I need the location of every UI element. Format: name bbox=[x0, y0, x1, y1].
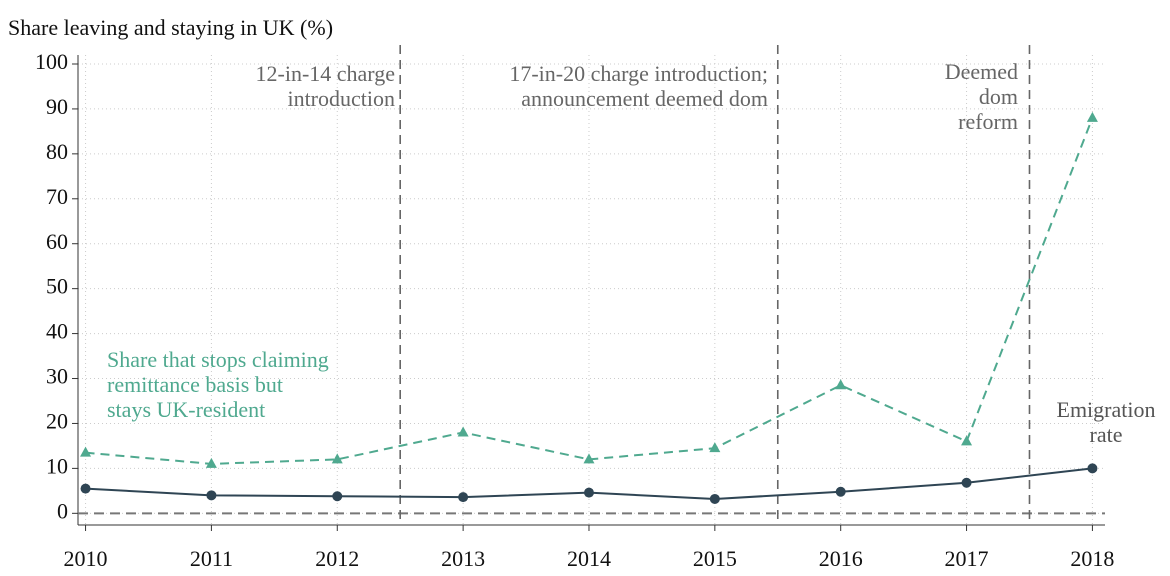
y-tick-label: 90 bbox=[46, 94, 68, 119]
y-tick-label: 40 bbox=[46, 319, 68, 344]
event-label: announcement deemed dom bbox=[521, 86, 768, 111]
y-tick-label: 30 bbox=[46, 364, 68, 389]
marker bbox=[583, 487, 594, 498]
event-label: Deemed bbox=[945, 59, 1018, 84]
marker bbox=[331, 453, 343, 464]
event-label: introduction bbox=[287, 86, 395, 111]
marker bbox=[835, 379, 847, 390]
marker bbox=[961, 477, 972, 488]
y-tick-label: 80 bbox=[46, 139, 68, 164]
y-tick-label: 50 bbox=[46, 274, 68, 299]
series-label: remittance basis but bbox=[107, 372, 283, 397]
marker bbox=[458, 492, 469, 503]
marker bbox=[1087, 463, 1098, 474]
series-label: Share that stops claiming bbox=[107, 347, 329, 372]
x-tick-label: 2012 bbox=[315, 546, 359, 571]
event-label: dom bbox=[979, 84, 1018, 109]
marker bbox=[709, 442, 721, 453]
x-tick-label: 2016 bbox=[819, 546, 863, 571]
marker bbox=[80, 483, 91, 494]
x-tick-label: 2018 bbox=[1070, 546, 1114, 571]
event-label: reform bbox=[958, 109, 1018, 134]
marker bbox=[583, 453, 595, 464]
marker bbox=[206, 490, 217, 501]
series-line bbox=[85, 117, 1094, 465]
y-tick-label: 100 bbox=[35, 49, 68, 74]
marker bbox=[709, 493, 720, 504]
chart-title: Share leaving and staying in UK (%) bbox=[8, 15, 333, 40]
x-tick-label: 2015 bbox=[693, 546, 737, 571]
series-label: rate bbox=[1090, 422, 1123, 447]
x-tick-label: 2013 bbox=[441, 546, 485, 571]
marker bbox=[205, 457, 217, 468]
marker bbox=[1086, 111, 1098, 122]
y-tick-label: 0 bbox=[57, 498, 68, 523]
y-tick-label: 10 bbox=[46, 453, 68, 478]
x-tick-label: 2014 bbox=[567, 546, 611, 571]
marker bbox=[961, 435, 973, 446]
event-label: 12-in-14 charge bbox=[256, 61, 396, 86]
series-label: stays UK-resident bbox=[107, 397, 265, 422]
series-label: Emigration bbox=[1057, 397, 1156, 422]
event-label: 17-in-20 charge introduction; bbox=[509, 61, 768, 86]
x-tick-label: 2011 bbox=[190, 546, 233, 571]
x-tick-label: 2010 bbox=[64, 546, 108, 571]
marker bbox=[457, 426, 469, 437]
marker bbox=[332, 491, 343, 502]
marker bbox=[835, 486, 846, 497]
y-tick-label: 20 bbox=[46, 408, 68, 433]
y-tick-label: 70 bbox=[46, 184, 68, 209]
marker bbox=[80, 446, 92, 457]
x-tick-label: 2017 bbox=[945, 546, 989, 571]
y-tick-label: 60 bbox=[46, 229, 68, 254]
